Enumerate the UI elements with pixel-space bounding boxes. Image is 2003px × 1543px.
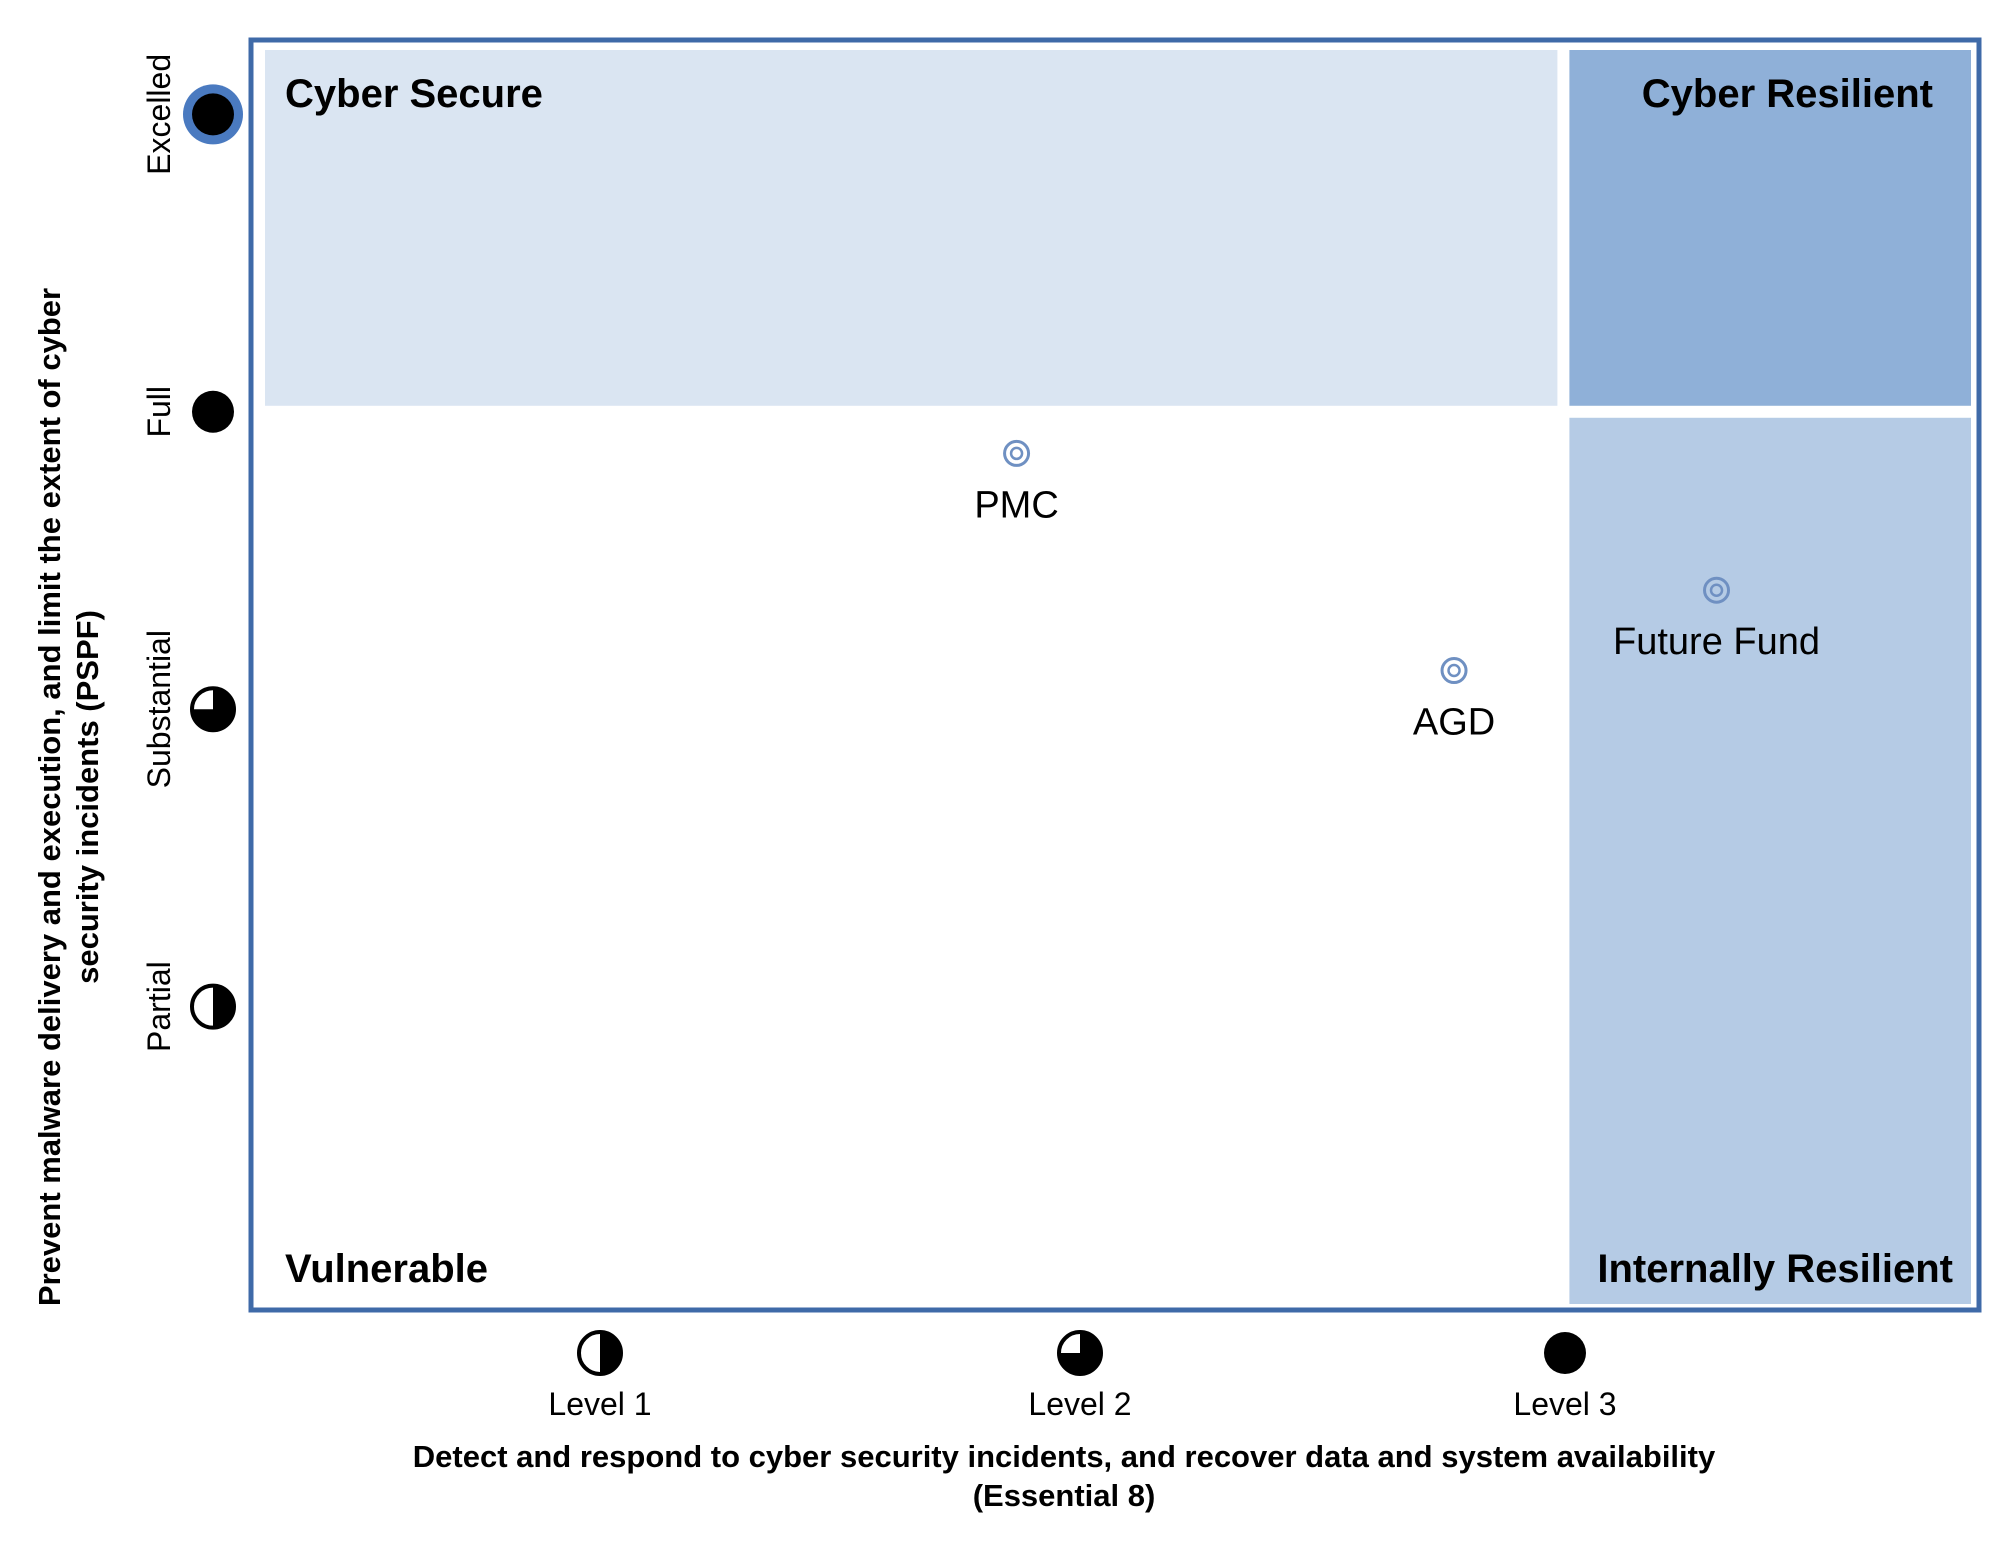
- icon-fill: [213, 985, 235, 1028]
- quadrant-cyber-secure: [265, 50, 1558, 406]
- x-tick-label-level-3: Level 3: [1513, 1386, 1616, 1422]
- x-tick-label-level-2: Level 2: [1028, 1386, 1131, 1422]
- x-tick-three-quarter-circle-icon: [1057, 1330, 1103, 1376]
- quadrant-label-vulnerable: Vulnerable: [285, 1247, 488, 1291]
- y-tick-label-group: Full: [141, 386, 177, 438]
- y-axis-ticks: Partial Substantial Full Excelled: [141, 54, 243, 1052]
- quadrant-label-cyber-secure: Cyber Secure: [285, 72, 543, 116]
- y-axis-title: Prevent malware delivery and execution, …: [32, 288, 67, 1306]
- point-label-future-fund: Future Fund: [1613, 621, 1820, 663]
- point-marker-inner-agd: [1447, 663, 1461, 678]
- y-tick-label-group: Substantial: [141, 630, 177, 788]
- icon-fill: [192, 93, 234, 136]
- point-label-agd: AGD: [1413, 702, 1495, 744]
- quadrant-internally-resilient: [1569, 417, 1971, 1304]
- icon-fill: [192, 390, 234, 433]
- x-tick-full-circle-icon: [1544, 1332, 1586, 1374]
- y-tick-label-group: Excelled: [141, 54, 177, 175]
- icon-fill: [192, 688, 235, 731]
- y-axis-title-group: Prevent malware delivery and execution, …: [32, 288, 105, 1306]
- point-marker-inner-pmc: [1009, 446, 1024, 461]
- quadrant-label-layer: Cyber Secure Cyber Resilient Internally Re…: [285, 72, 1953, 1291]
- y-tick-label-substantial: Substantial: [141, 630, 177, 788]
- point-marker-inner-future-fund: [1709, 583, 1724, 597]
- x-tick-half-circle-icon: [577, 1330, 623, 1376]
- quadrant-cyber-resilient: [1569, 50, 1971, 406]
- y-tick-three-quarter-circle-icon: [190, 686, 236, 733]
- icon-fill: [1059, 1332, 1101, 1374]
- y-tick-half-circle-icon: [190, 983, 236, 1030]
- point-marker-pmc: [1003, 439, 1031, 467]
- y-tick-full-circle-icon: [192, 390, 234, 433]
- quadrant-label-internally-resilient: Internally Resilient: [1597, 1247, 1953, 1291]
- icon-fill: [1544, 1332, 1586, 1374]
- data-point-layer: PMC AGD Future Fund: [974, 439, 1820, 744]
- point-marker-future-fund: [1703, 576, 1731, 604]
- y-tick-label-full: Full: [141, 386, 177, 438]
- y-tick-label-group: Partial: [141, 961, 177, 1052]
- point-label-pmc: PMC: [974, 484, 1058, 526]
- quadrant-layer: [265, 50, 1971, 1304]
- quadrant-label-cyber-resilient: Cyber Resilient: [1642, 72, 1933, 116]
- y-axis-title-line2: security incidents (PSPF): [70, 610, 105, 984]
- y-tick-full-circle-ringed-icon: [183, 84, 243, 145]
- y-tick-label-excelled: Excelled: [141, 54, 177, 175]
- icon-fill: [600, 1332, 621, 1374]
- x-axis-title: Detect and respond to cyber security inc…: [413, 1439, 1716, 1474]
- x-axis-title-line2: (Essential 8): [973, 1478, 1156, 1513]
- quadrant-vulnerable: [265, 417, 1558, 1304]
- x-axis-ticks: Level 1 Level 2 Level 3: [548, 1330, 1617, 1422]
- plot-frame: [248, 37, 1982, 1313]
- y-tick-label-partial: Partial: [141, 961, 177, 1052]
- x-tick-label-level-1: Level 1: [548, 1386, 651, 1422]
- point-marker-agd: [1440, 657, 1468, 685]
